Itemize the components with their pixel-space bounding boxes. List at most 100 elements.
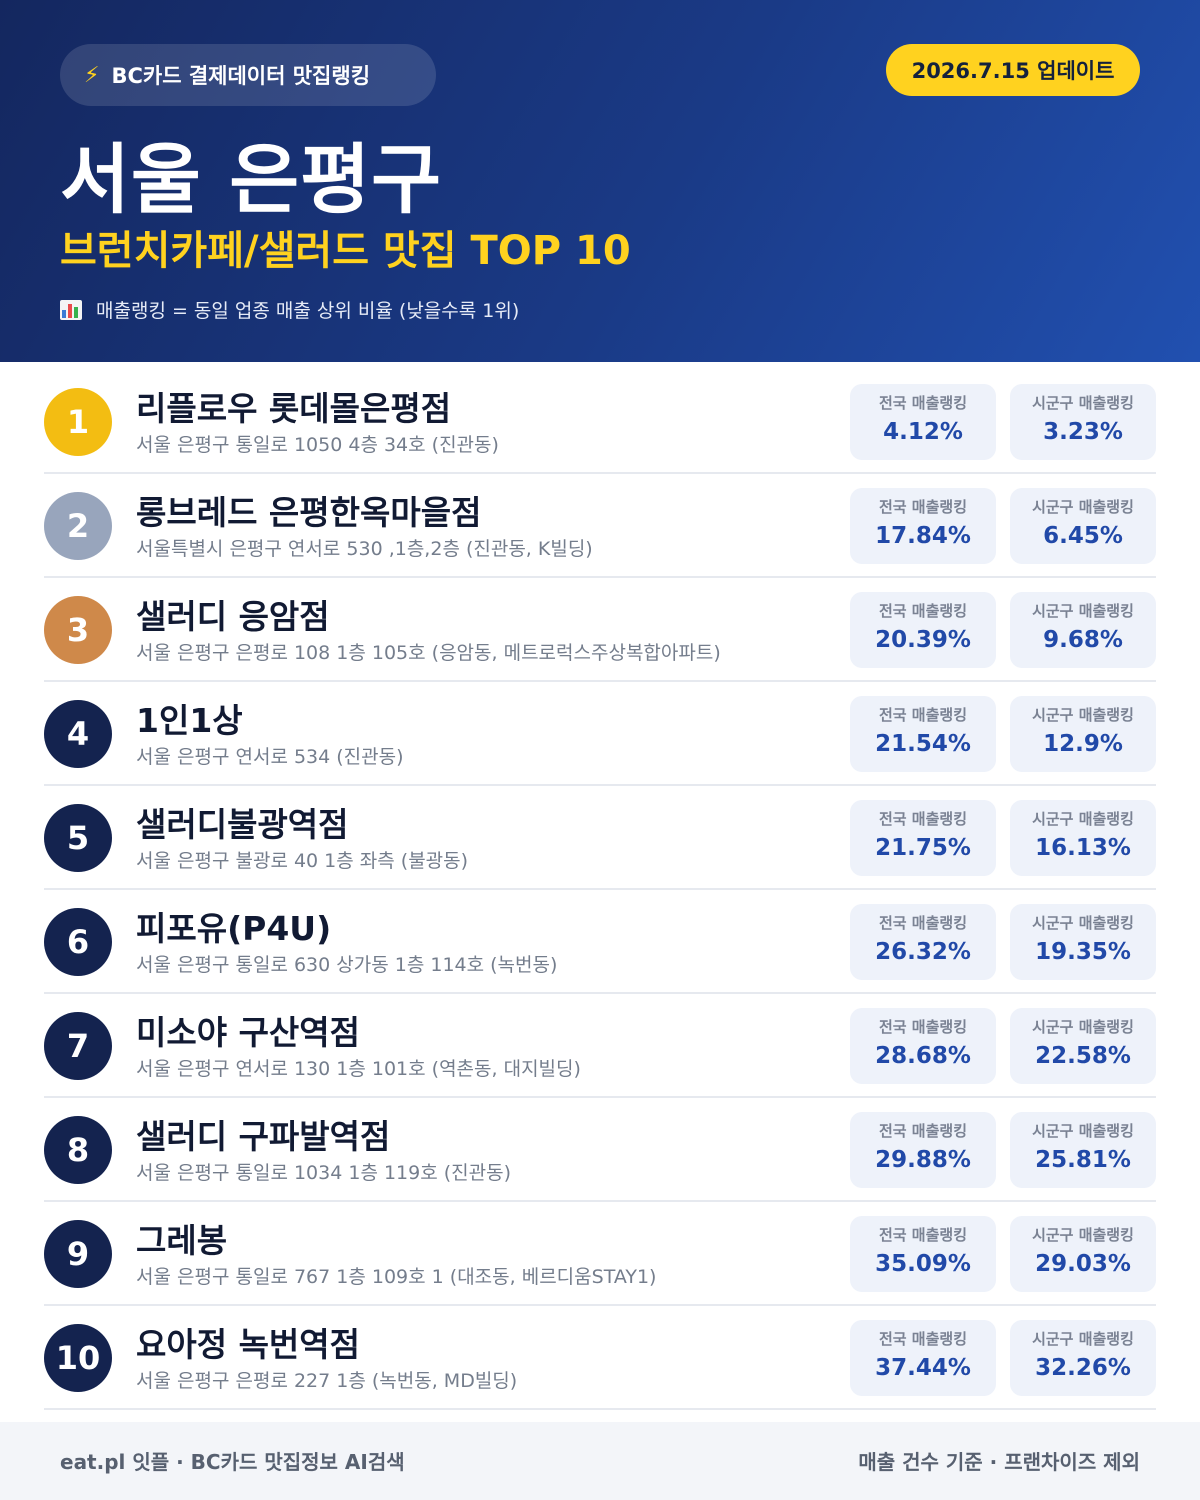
local-ranking-value: 19.35% — [1035, 939, 1131, 965]
bar-chart-icon — [60, 299, 82, 320]
local-ranking-value: 12.9% — [1043, 731, 1123, 757]
update-date-badge: 2026.7.15 업데이트 — [886, 44, 1140, 96]
national-ranking-value: 28.68% — [875, 1043, 971, 1069]
local-ranking-label: 시군구 매출랭킹 — [1032, 394, 1134, 412]
local-ranking-label: 시군구 매출랭킹 — [1032, 914, 1134, 932]
rank-badge: 9 — [44, 1220, 112, 1288]
local-ranking-box: 시군구 매출랭킹 3.23% — [1010, 384, 1156, 460]
national-ranking-box: 전국 매출랭킹 35.09% — [850, 1216, 996, 1292]
restaurant-address: 서울 은평구 은평로 108 1층 105호 (응암동, 메트로럭스주상복합아파… — [136, 642, 721, 664]
national-ranking-value: 21.75% — [875, 835, 971, 861]
restaurant-address: 서울 은평구 통일로 1050 4층 34호 (진관동) — [136, 434, 499, 456]
national-ranking-box: 전국 매출랭킹 28.68% — [850, 1008, 996, 1084]
national-ranking-value: 4.12% — [883, 419, 963, 445]
restaurant-address: 서울 은평구 통일로 630 상가동 1층 114호 (녹번동) — [136, 954, 558, 976]
local-ranking-box: 시군구 매출랭킹 16.13% — [1010, 800, 1156, 876]
restaurant-row[interactable]: 9 그레봉 서울 은평구 통일로 767 1층 109호 1 (대조동, 베르디움S… — [44, 1202, 1156, 1306]
national-ranking-value: 20.39% — [875, 627, 971, 653]
local-ranking-label: 시군구 매출랭킹 — [1032, 498, 1134, 516]
restaurant-row[interactable]: 5 샐러디불광역점 서울 은평구 불광로 40 1층 좌측 (불광동) 전국 매출랭킹… — [44, 786, 1156, 890]
national-ranking-label: 전국 매출랭킹 — [878, 1018, 968, 1036]
rank-badge: 8 — [44, 1116, 112, 1184]
restaurant-address: 서울특별시 은평구 연서로 530 ,1층,2층 (진관동, K빌딩) — [136, 538, 593, 560]
local-ranking-box: 시군구 매출랭킹 32.26% — [1010, 1320, 1156, 1396]
footer-criteria: 매출 건수 기준 · 프랜차이즈 제외 — [858, 1450, 1140, 1474]
restaurant-row[interactable]: 10 요아정 녹번역점 서울 은평구 은평로 227 1층 (녹번동, MD빌딩) 전… — [44, 1306, 1156, 1410]
local-ranking-box: 시군구 매출랭킹 25.81% — [1010, 1112, 1156, 1188]
restaurant-row[interactable]: 6 피포유(P4U) 서울 은평구 통일로 630 상가동 1층 114호 (녹번동… — [44, 890, 1156, 994]
national-ranking-label: 전국 매출랭킹 — [878, 914, 968, 932]
national-ranking-value: 17.84% — [875, 523, 971, 549]
restaurant-name: 롱브레드 은평한옥마을점 — [136, 493, 482, 532]
national-ranking-box: 전국 매출랭킹 4.12% — [850, 384, 996, 460]
local-ranking-label: 시군구 매출랭킹 — [1032, 602, 1134, 620]
restaurant-name: 미소야 구산역점 — [136, 1013, 361, 1052]
local-ranking-value: 6.45% — [1043, 523, 1123, 549]
page-title: 서울 은평구 — [60, 135, 443, 224]
local-ranking-label: 시군구 매출랭킹 — [1032, 1226, 1134, 1244]
restaurant-name: 요아정 녹번역점 — [136, 1325, 361, 1364]
local-ranking-value: 22.58% — [1035, 1043, 1131, 1069]
rank-badge: 2 — [44, 492, 112, 560]
restaurant-name: 피포유(P4U) — [136, 909, 332, 948]
local-ranking-value: 25.81% — [1035, 1147, 1131, 1173]
national-ranking-value: 35.09% — [875, 1251, 971, 1277]
national-ranking-label: 전국 매출랭킹 — [878, 1330, 968, 1348]
restaurant-address: 서울 은평구 연서로 130 1층 101호 (역촌동, 대지빌딩) — [136, 1058, 581, 1080]
national-ranking-label: 전국 매출랭킹 — [878, 810, 968, 828]
rank-badge: 3 — [44, 596, 112, 664]
rank-badge: 1 — [44, 388, 112, 456]
national-ranking-label: 전국 매출랭킹 — [878, 1226, 968, 1244]
footer-source: eat.pl 잇플 · BC카드 맛집정보 AI검색 — [60, 1450, 405, 1474]
restaurant-address: 서울 은평구 불광로 40 1층 좌측 (불광동) — [136, 850, 469, 872]
local-ranking-box: 시군구 매출랭킹 9.68% — [1010, 592, 1156, 668]
local-ranking-value: 3.23% — [1043, 419, 1123, 445]
restaurant-address: 서울 은평구 통일로 767 1층 109호 1 (대조동, 베르디움STAY1… — [136, 1266, 657, 1288]
national-ranking-box: 전국 매출랭킹 20.39% — [850, 592, 996, 668]
restaurant-name: 1인1상 — [136, 701, 243, 740]
source-label: BC카드 결제데이터 맛집랭킹 — [111, 64, 371, 88]
page-subtitle: 브런치카페/샐러드 맛집 TOP 10 — [60, 228, 631, 274]
national-ranking-value: 37.44% — [875, 1355, 971, 1381]
local-ranking-label: 시군구 매출랭킹 — [1032, 706, 1134, 724]
national-ranking-label: 전국 매출랭킹 — [878, 498, 968, 516]
national-ranking-box: 전국 매출랭킹 29.88% — [850, 1112, 996, 1188]
lightning-bolt-icon: ⚡ — [84, 62, 100, 88]
rank-badge: 4 — [44, 700, 112, 768]
rank-badge: 7 — [44, 1012, 112, 1080]
local-ranking-label: 시군구 매출랭킹 — [1032, 810, 1134, 828]
restaurant-address: 서울 은평구 은평로 227 1층 (녹번동, MD빌딩) — [136, 1370, 518, 1392]
local-ranking-value: 9.68% — [1043, 627, 1123, 653]
local-ranking-box: 시군구 매출랭킹 12.9% — [1010, 696, 1156, 772]
restaurant-name: 샐러디 구파발역점 — [136, 1117, 391, 1156]
local-ranking-box: 시군구 매출랭킹 6.45% — [1010, 488, 1156, 564]
national-ranking-label: 전국 매출랭킹 — [878, 706, 968, 724]
local-ranking-label: 시군구 매출랭킹 — [1032, 1018, 1134, 1036]
local-ranking-box: 시군구 매출랭킹 29.03% — [1010, 1216, 1156, 1292]
restaurant-row[interactable]: 3 샐러디 응암점 서울 은평구 은평로 108 1층 105호 (응암동, 메트로… — [44, 578, 1156, 682]
national-ranking-label: 전국 매출랭킹 — [878, 394, 968, 412]
local-ranking-label: 시군구 매출랭킹 — [1032, 1330, 1134, 1348]
restaurant-name: 리플로우 롯데몰은평점 — [136, 389, 452, 428]
ranking-note: 매출랭킹 = 동일 업종 매출 상위 비율 (낮을수록 1위) — [60, 296, 519, 323]
local-ranking-value: 32.26% — [1035, 1355, 1131, 1381]
restaurant-row[interactable]: 4 1인1상 서울 은평구 연서로 534 (진관동) 전국 매출랭킹 21.54% 시군… — [44, 682, 1156, 786]
local-ranking-box: 시군구 매출랭킹 22.58% — [1010, 1008, 1156, 1084]
local-ranking-value: 29.03% — [1035, 1251, 1131, 1277]
rank-badge: 5 — [44, 804, 112, 872]
rank-badge: 6 — [44, 908, 112, 976]
local-ranking-value: 16.13% — [1035, 835, 1131, 861]
footer: eat.pl 잇플 · BC카드 맛집정보 AI검색 매출 건수 기준 · 프랜… — [0, 1422, 1200, 1500]
restaurant-address: 서울 은평구 통일로 1034 1층 119호 (진관동) — [136, 1162, 512, 1184]
local-ranking-box: 시군구 매출랭킹 19.35% — [1010, 904, 1156, 980]
header-banner: ⚡ BC카드 결제데이터 맛집랭킹 2026.7.15 업데이트 서울 은평구 … — [0, 0, 1200, 362]
national-ranking-box: 전국 매출랭킹 17.84% — [850, 488, 996, 564]
source-badge: ⚡ BC카드 결제데이터 맛집랭킹 — [60, 44, 436, 106]
local-ranking-label: 시군구 매출랭킹 — [1032, 1122, 1134, 1140]
national-ranking-value: 29.88% — [875, 1147, 971, 1173]
